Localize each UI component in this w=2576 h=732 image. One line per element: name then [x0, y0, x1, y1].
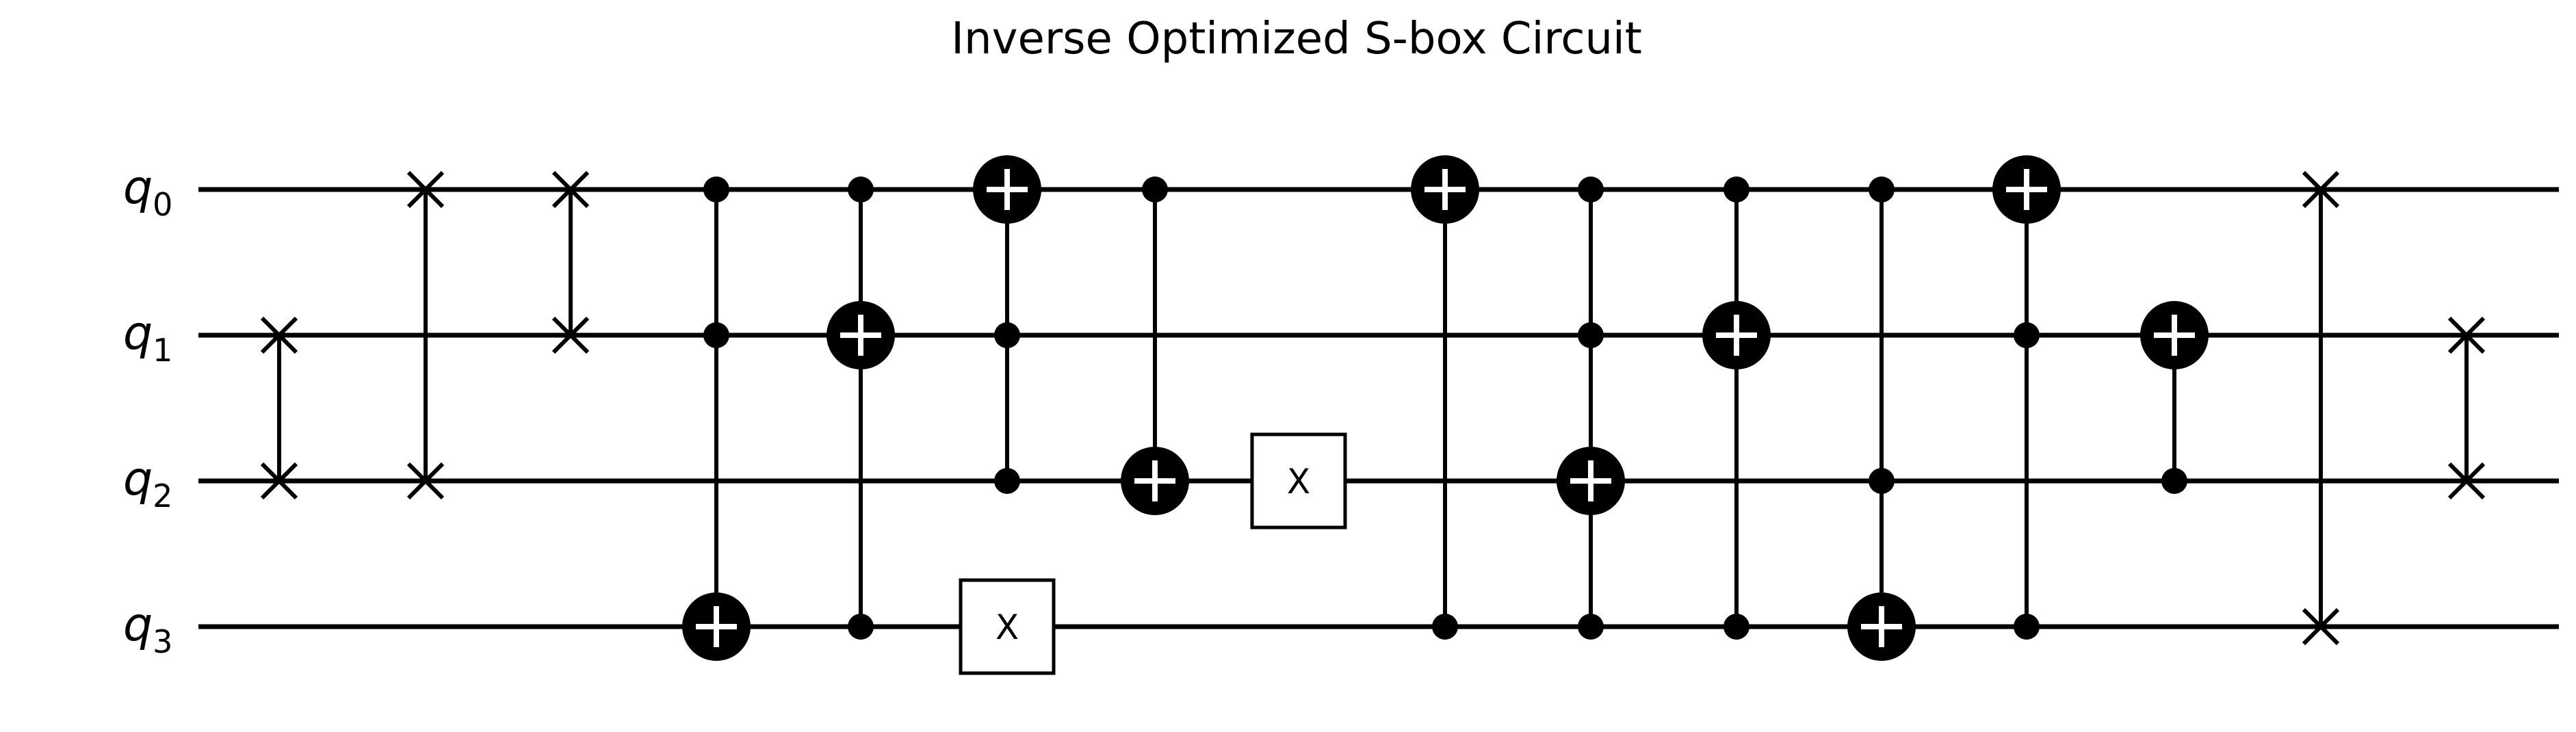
x-gate-box — [959, 578, 1056, 675]
gate-mcx — [973, 155, 1041, 494]
control-dot — [1578, 614, 1604, 640]
qubit-symbol: q — [123, 306, 153, 361]
qubit-symbol: q — [123, 598, 153, 652]
qubit-index: 0 — [153, 186, 172, 223]
control-dot — [1142, 177, 1168, 202]
control-dot — [994, 322, 1020, 348]
x-gate-label: X — [1287, 462, 1310, 501]
control-dot — [2161, 468, 2187, 494]
control-dot — [848, 614, 874, 640]
swap-cross-stroke — [2302, 170, 2340, 209]
gate-mcx — [827, 177, 895, 640]
control-dot — [2014, 322, 2040, 348]
swap-cross-stroke — [551, 170, 590, 209]
qubit-label-q1: q1 — [123, 306, 172, 369]
qubit-label-q0: q0 — [123, 161, 172, 223]
qubit-label-q2: q2 — [123, 452, 172, 514]
qubit-symbol: q — [123, 452, 153, 506]
swap-cross-stroke — [406, 462, 445, 500]
swap-cross-stroke — [406, 170, 445, 209]
gate-mcx — [2140, 301, 2209, 494]
gate-swap — [2302, 170, 2340, 646]
x-gate-box — [1250, 432, 1347, 530]
swap-cross-stroke — [2447, 462, 2486, 500]
gate-mcx — [1702, 177, 1771, 640]
gate-swap — [2447, 316, 2486, 500]
control-dot — [1723, 177, 1749, 202]
qubit-index: 3 — [153, 623, 172, 660]
control-dot — [2014, 614, 2040, 640]
control-dot — [1869, 468, 1895, 494]
swap-cross-stroke — [551, 316, 590, 354]
gate-mcx — [682, 177, 751, 661]
gate-x: X — [1250, 432, 1347, 530]
swap-cross-stroke — [2302, 607, 2340, 646]
gate-mcx — [1847, 177, 1916, 661]
qubit-wires — [198, 187, 2559, 629]
gate-swap — [406, 170, 445, 500]
qubit-index: 1 — [153, 332, 172, 369]
swap-cross-stroke — [2447, 316, 2486, 354]
gate-swap — [260, 316, 298, 500]
control-dot — [1578, 322, 1604, 348]
control-dot — [703, 177, 729, 202]
gate-swap — [551, 170, 590, 354]
qubit-index: 2 — [153, 478, 172, 514]
diagram-title: Inverse Optimized S-box Circuit — [951, 14, 1642, 64]
swap-cross-stroke — [260, 316, 298, 354]
control-dot — [994, 468, 1020, 494]
control-dot — [1869, 177, 1895, 202]
qubit-label-q3: q3 — [123, 598, 172, 660]
control-dot — [1723, 614, 1749, 640]
control-dot — [848, 177, 874, 202]
control-dot — [1578, 177, 1604, 202]
qubit-symbol: q — [123, 161, 153, 215]
gate-mcx — [1411, 155, 1479, 640]
control-dot — [703, 322, 729, 348]
swap-cross-stroke — [260, 462, 298, 500]
gates: XX — [260, 155, 2486, 675]
gate-mcx — [1121, 177, 1189, 515]
x-gate-label: X — [996, 607, 1019, 647]
gate-mcx — [1992, 155, 2061, 640]
control-dot — [1432, 614, 1458, 640]
gate-x: X — [959, 578, 1056, 675]
gate-mcx — [1557, 177, 1625, 640]
